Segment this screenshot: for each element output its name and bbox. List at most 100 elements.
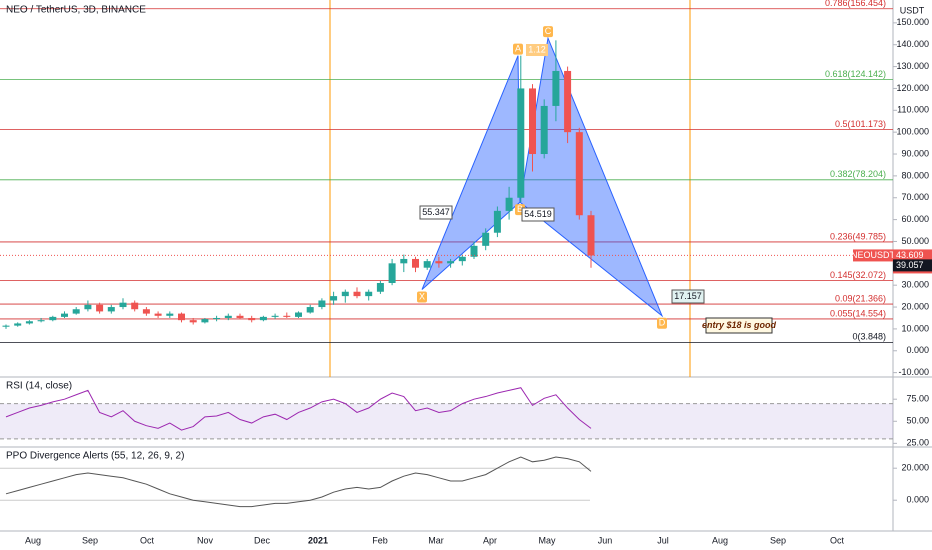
annotation: entry $18 is good (702, 320, 777, 330)
candle-body (189, 320, 197, 323)
candle-body (575, 132, 583, 216)
candle-body (259, 316, 267, 321)
y-tick-label: 30.000 (901, 280, 929, 290)
y-tick-label: 90.000 (901, 148, 929, 158)
x-tick-label: Jun (598, 535, 613, 545)
annotation: 17.157 (674, 291, 702, 301)
y-tick-label: 130.000 (896, 61, 929, 71)
candle-body (517, 88, 525, 198)
x-tick-label: Oct (830, 535, 845, 545)
annotation-box (419, 205, 453, 220)
y-tick-label: 50.00 (906, 416, 929, 426)
chart-title: NEO / TetherUS, 3D, BINANCE (6, 5, 146, 16)
y-tick-label: 20.000 (901, 301, 929, 311)
candle-body (423, 261, 431, 268)
y-tick-label: 50.000 (901, 236, 929, 246)
candle-body (61, 313, 68, 317)
indicator-line (5, 456, 592, 508)
candle-body (166, 313, 174, 316)
candle-body (2, 325, 10, 327)
y-tick-label: 20.000 (901, 463, 929, 473)
y-tick-label: 75.00 (906, 394, 929, 404)
candle-body (552, 70, 560, 106)
fib-label: 0.055(14.554) (830, 308, 886, 318)
y-tick-label: 110.000 (897, 105, 929, 115)
fib-label: 0.5(101.173) (835, 119, 886, 129)
x-tick-label: Sep (770, 535, 786, 545)
candle-body (49, 316, 57, 321)
candle-body (564, 70, 572, 133)
candle-body (84, 304, 92, 310)
candle-body (400, 258, 408, 264)
candle-body (236, 315, 244, 318)
y-tick-label: 0.000 (906, 495, 929, 505)
y-tick-label: 0.000 (906, 345, 929, 355)
x-tick-label: Dec (254, 535, 271, 545)
annotation-box (705, 317, 773, 334)
candle-body (341, 291, 349, 297)
candle-body (412, 258, 419, 268)
price-tag (893, 259, 932, 272)
candle-body (37, 320, 45, 322)
y-tick-label: 100.000 (896, 127, 929, 137)
ppo-title: PPO Divergence Alerts (55, 12, 26, 9, 2) (6, 451, 184, 462)
candle-body (25, 321, 33, 324)
candle-body (14, 323, 22, 326)
candle-body (283, 315, 291, 317)
x-tick-label: Oct (140, 535, 155, 545)
y-tick-label: 150.000 (896, 17, 929, 27)
annotation-box (521, 207, 555, 222)
pattern-point (417, 291, 427, 303)
fib-label: 0.382(78.204) (830, 169, 886, 179)
price-tag (853, 249, 893, 262)
y-tick-label: 120.000 (896, 83, 929, 93)
candle-body (447, 261, 455, 264)
candle-body (154, 313, 162, 316)
candle-body (224, 315, 232, 318)
fib-label: 0.09(21.366) (835, 293, 886, 303)
fib-label: 0.786(156.454) (825, 0, 886, 8)
annotation-box (671, 289, 705, 304)
annotation: 55.347 (422, 207, 450, 217)
price-tag-value: 43.609 (896, 250, 924, 260)
candle-body (435, 261, 443, 264)
candle-body (295, 312, 302, 317)
x-tick-label: Apr (483, 535, 497, 545)
ratio-box (526, 44, 548, 56)
pattern-label: A (515, 44, 521, 54)
candle-body (493, 210, 501, 233)
pattern-point (657, 317, 667, 329)
candle-body (470, 245, 478, 257)
candle-body (119, 302, 127, 308)
pattern-point (543, 26, 553, 38)
fib-label: 0.145(32.072) (830, 270, 886, 280)
x-tick-label: Jul (657, 535, 669, 545)
candle-body (365, 291, 373, 297)
candle-body (131, 302, 139, 310)
candle-body (213, 317, 221, 320)
x-tick-label: Mar (428, 535, 444, 545)
x-tick-label: Aug (712, 535, 728, 545)
price-tag-value: 39.057 (896, 260, 924, 270)
pattern-point (513, 43, 523, 55)
x-tick-label: Aug (25, 535, 41, 545)
annotation: 54.519 (524, 209, 552, 219)
pattern-label: B (517, 204, 523, 214)
y-tick-label: -10.000 (898, 367, 929, 377)
x-tick-label: Feb (372, 535, 388, 545)
price-tag-label: NEOUSDT (851, 250, 896, 260)
candle-body (318, 300, 326, 308)
candle-body (330, 296, 338, 301)
candle-body (72, 309, 80, 314)
rsi-band (0, 403, 893, 439)
y-tick-label: 60.000 (901, 214, 929, 224)
candle-body (458, 256, 466, 262)
fib-label: 0(3.848) (852, 332, 886, 342)
candle-body (142, 309, 150, 314)
candle-body (505, 197, 513, 211)
candle-body (353, 291, 361, 297)
y-tick-label: 80.000 (901, 170, 929, 180)
